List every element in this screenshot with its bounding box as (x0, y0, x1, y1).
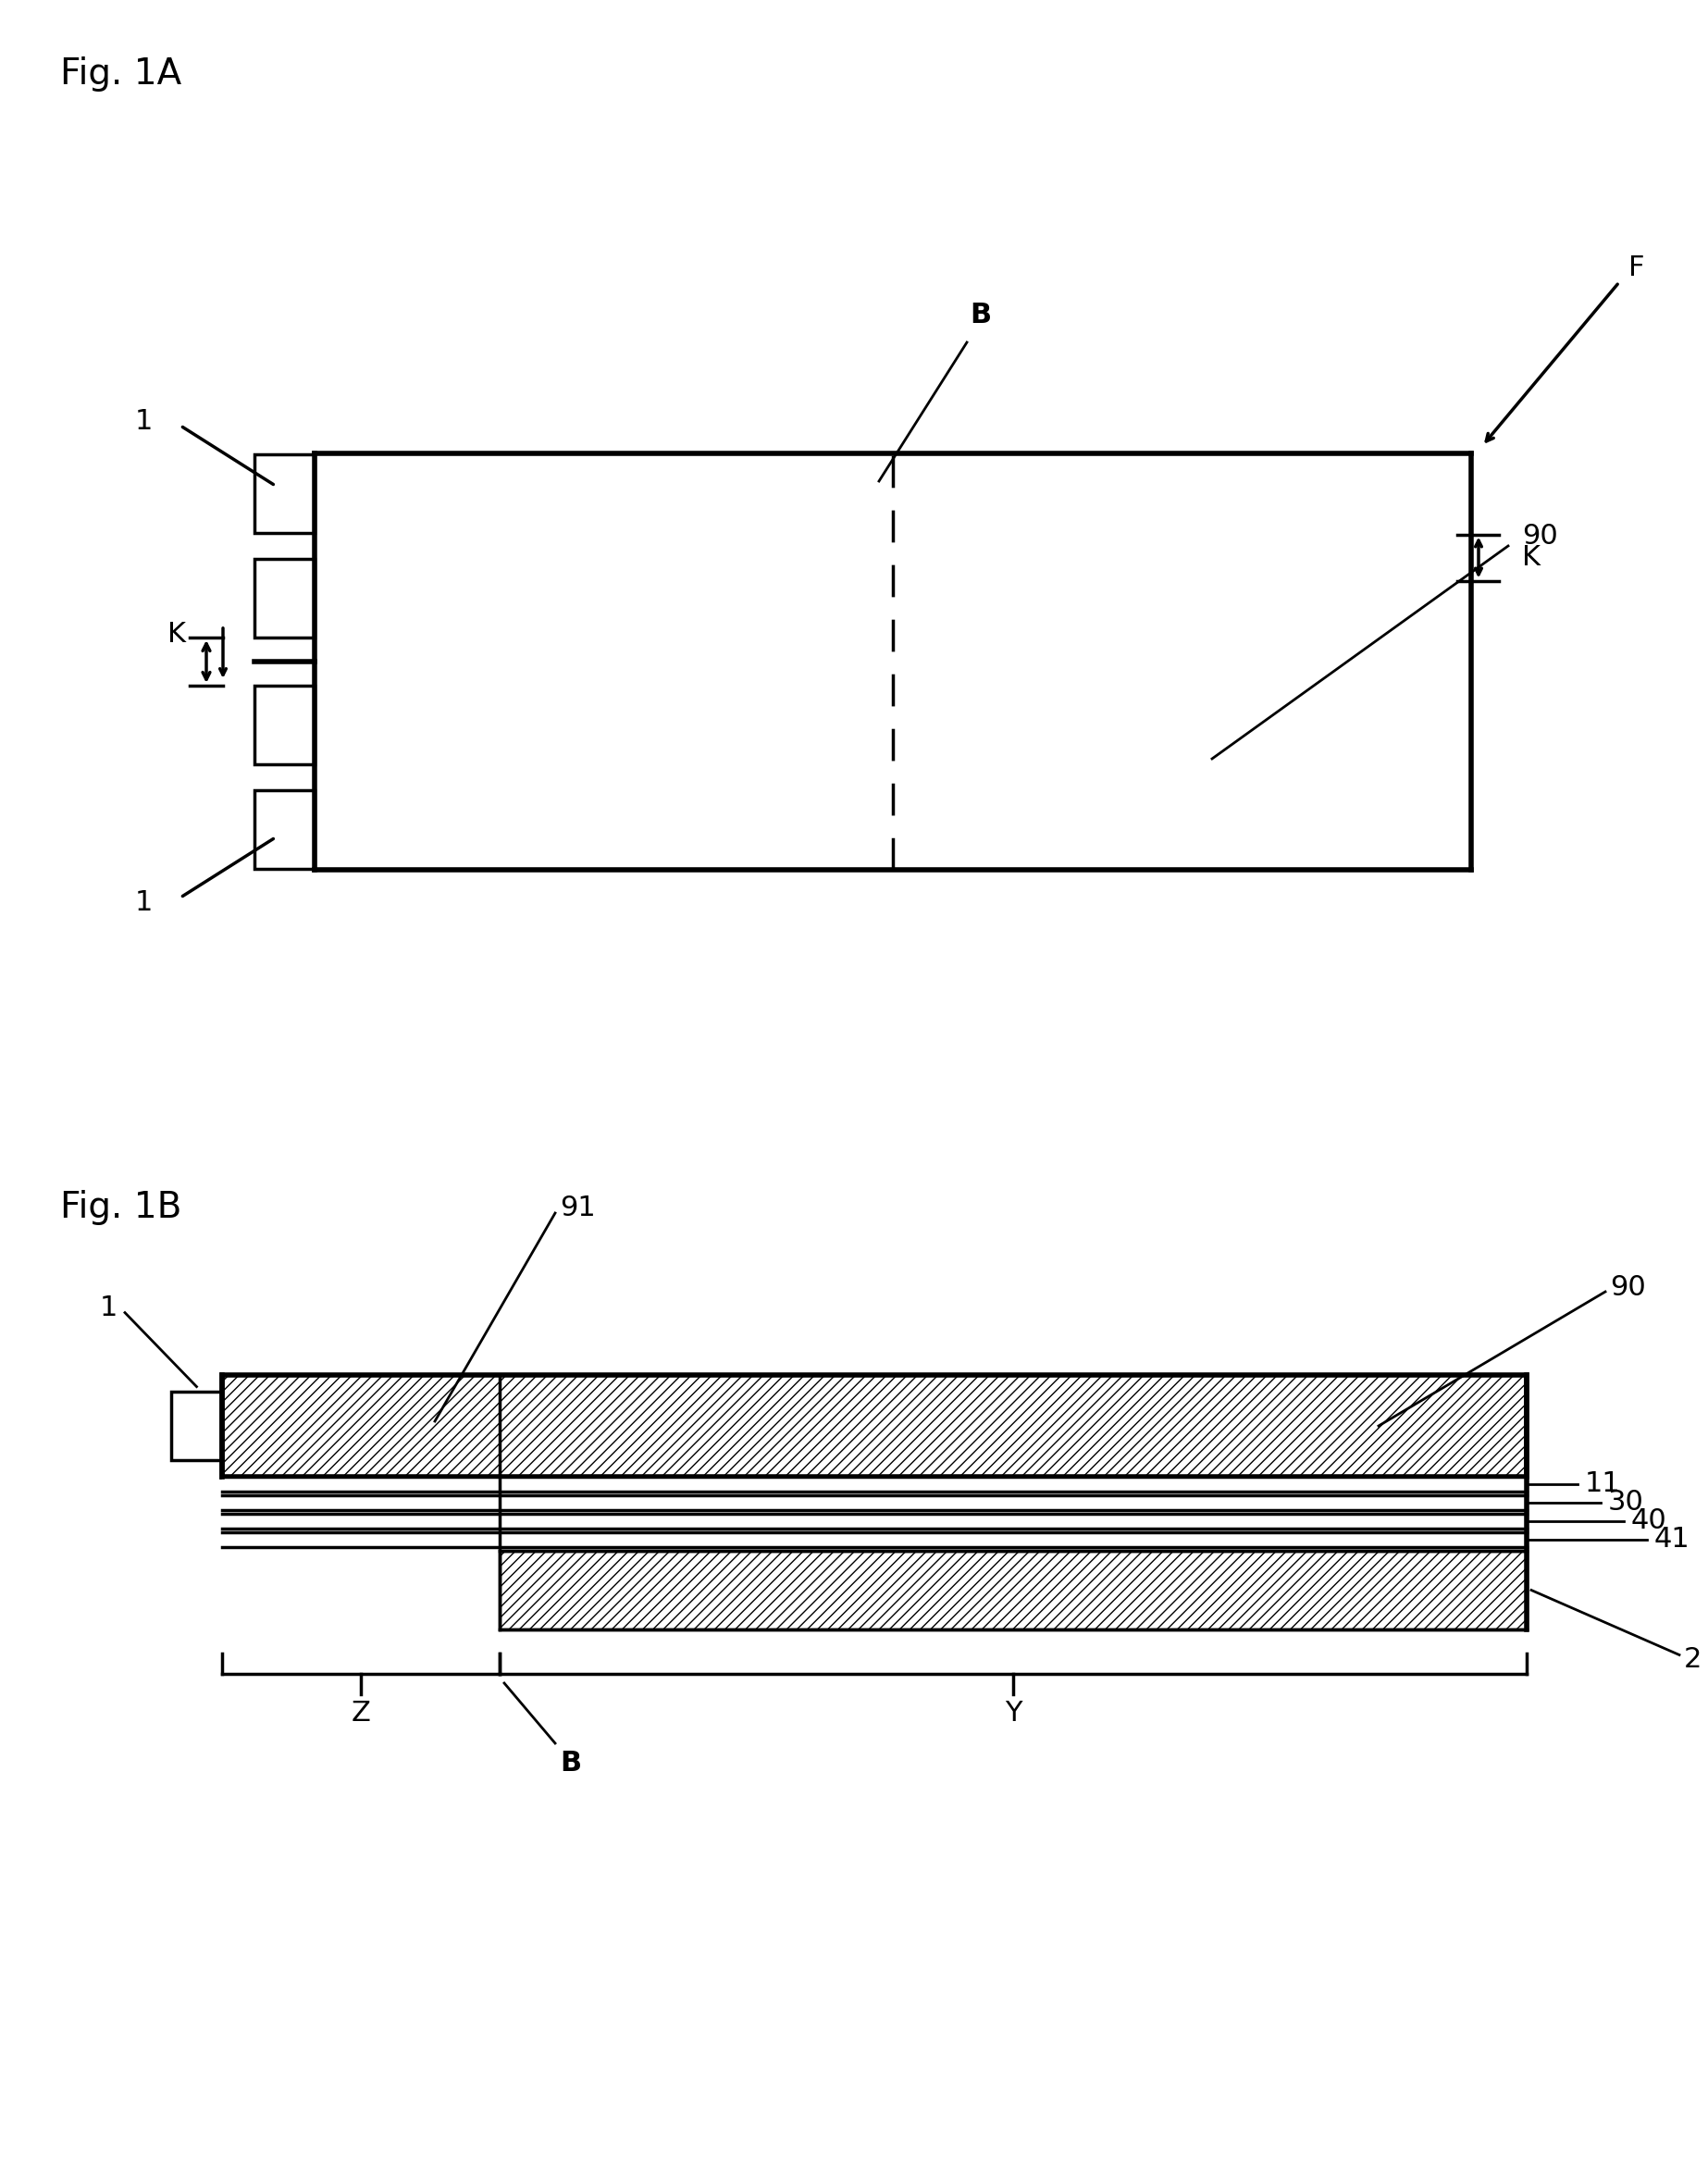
Polygon shape (500, 1550, 1527, 1628)
Text: B: B (560, 1751, 581, 1777)
Text: Z: Z (352, 1700, 371, 1727)
Text: 30: 30 (1607, 1489, 1645, 1515)
Text: 11: 11 (1585, 1472, 1621, 1498)
Text: Fig. 1A: Fig. 1A (60, 57, 181, 92)
Text: Fig. 1B: Fig. 1B (60, 1190, 181, 1225)
Bar (254, 687, 314, 765)
Bar (254, 453, 314, 532)
Text: 90: 90 (1522, 523, 1558, 549)
Text: K: K (167, 621, 186, 647)
Text: K: K (1522, 545, 1541, 571)
Bar (254, 789, 314, 870)
Text: B: B (970, 301, 991, 329)
Polygon shape (222, 1376, 1527, 1476)
Text: 1: 1 (135, 889, 152, 916)
Text: 40: 40 (1631, 1509, 1667, 1535)
Text: 1: 1 (135, 408, 152, 434)
Text: 2: 2 (1684, 1646, 1701, 1672)
Text: 41: 41 (1655, 1526, 1691, 1552)
Bar (254, 558, 314, 637)
Text: 90: 90 (1611, 1273, 1647, 1301)
Bar (171, 1391, 222, 1461)
Text: 91: 91 (560, 1195, 596, 1221)
Text: 1: 1 (99, 1295, 118, 1321)
Text: F: F (1628, 255, 1645, 281)
Text: Y: Y (1004, 1700, 1021, 1727)
